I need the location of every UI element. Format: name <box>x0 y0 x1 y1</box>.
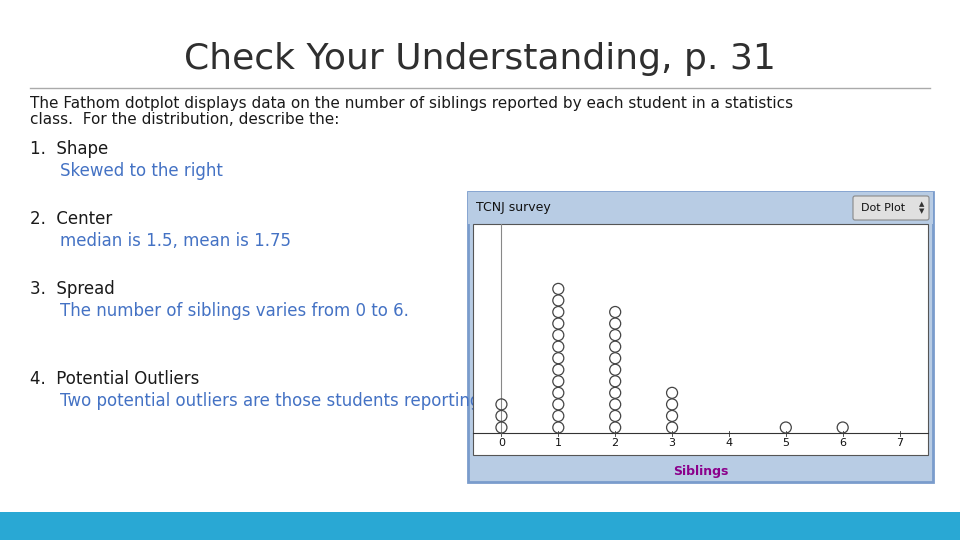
Text: 3.  Spread: 3. Spread <box>30 280 115 298</box>
Text: 7: 7 <box>896 438 903 448</box>
Text: 4.  Potential Outliers: 4. Potential Outliers <box>30 370 200 388</box>
Text: TCNJ survey: TCNJ survey <box>476 201 551 214</box>
Text: 2: 2 <box>612 438 619 448</box>
FancyBboxPatch shape <box>473 224 928 455</box>
Text: median is 1.5, mean is 1.75: median is 1.5, mean is 1.75 <box>60 232 291 250</box>
Text: 0: 0 <box>498 438 505 448</box>
Text: Siblings: Siblings <box>673 465 729 478</box>
Text: class.  For the distribution, describe the:: class. For the distribution, describe th… <box>30 112 340 127</box>
FancyBboxPatch shape <box>468 192 933 224</box>
Bar <box>0 512 960 540</box>
Text: 6: 6 <box>839 438 846 448</box>
Text: 5: 5 <box>782 438 789 448</box>
Text: 1: 1 <box>555 438 562 448</box>
Text: Skewed to the right: Skewed to the right <box>60 162 223 180</box>
Text: 1.  Shape: 1. Shape <box>30 140 108 158</box>
Text: 3: 3 <box>668 438 676 448</box>
FancyBboxPatch shape <box>468 192 933 482</box>
Text: Dot Plot: Dot Plot <box>861 203 905 213</box>
Text: The Fathom dotplot displays data on the number of siblings reported by each stud: The Fathom dotplot displays data on the … <box>30 96 793 111</box>
Text: ▲
▼: ▲ ▼ <box>920 201 924 214</box>
Text: The number of siblings varies from 0 to 6.: The number of siblings varies from 0 to … <box>60 302 409 320</box>
FancyBboxPatch shape <box>853 196 929 220</box>
Text: 4: 4 <box>726 438 732 448</box>
Text: Two potential outliers are those students reporting 5 and 6 siblings.: Two potential outliers are those student… <box>60 392 622 410</box>
Text: Check Your Understanding, p. 31: Check Your Understanding, p. 31 <box>184 42 776 76</box>
Text: 2.  Center: 2. Center <box>30 210 112 228</box>
